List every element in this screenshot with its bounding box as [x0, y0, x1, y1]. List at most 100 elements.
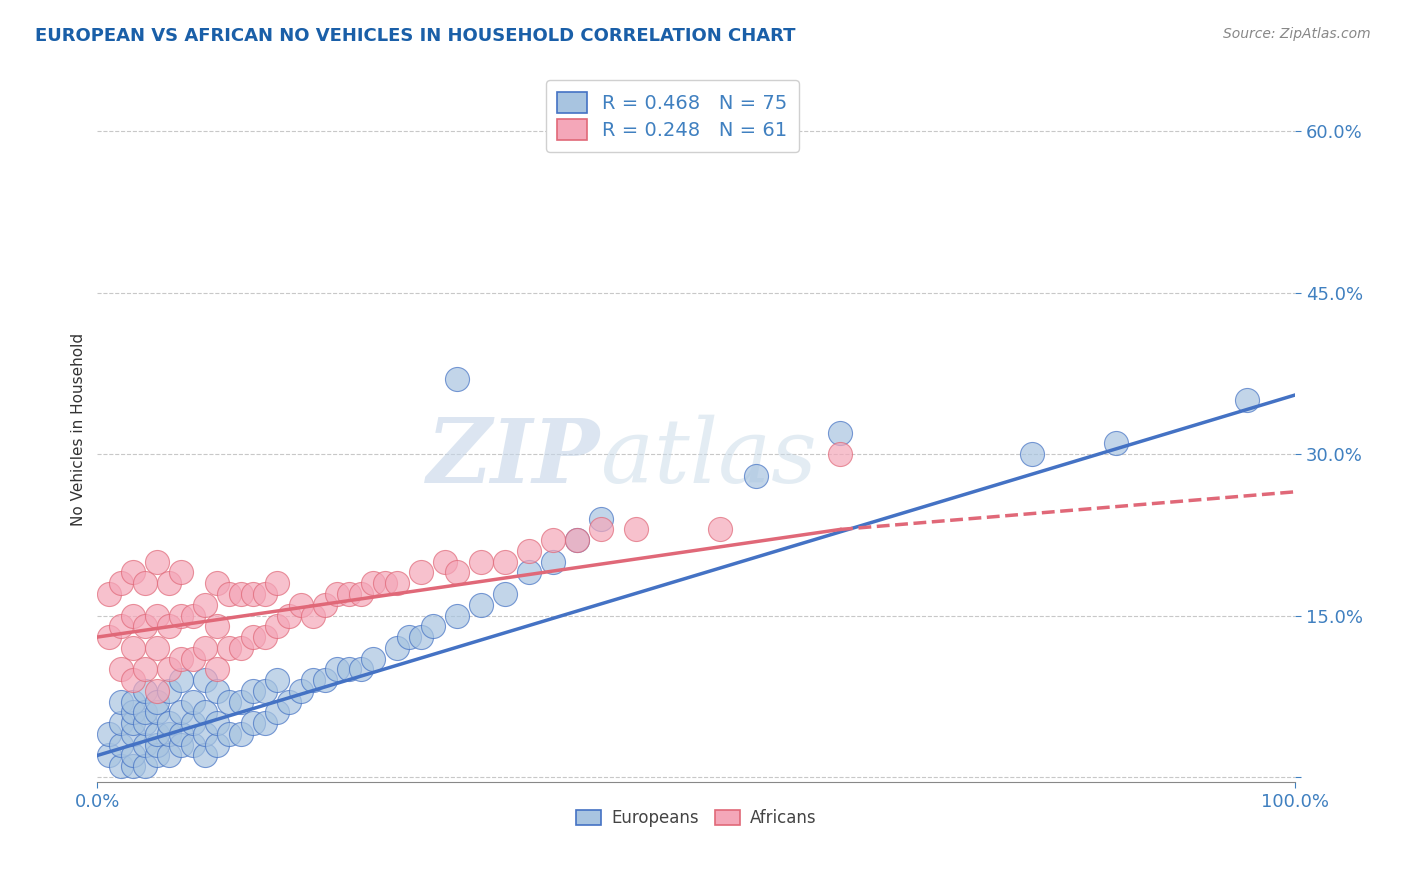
Point — [134, 619, 156, 633]
Point — [626, 523, 648, 537]
Point — [385, 640, 408, 655]
Point — [398, 630, 420, 644]
Point — [229, 727, 252, 741]
Point — [110, 738, 132, 752]
Point — [146, 695, 169, 709]
Point — [361, 576, 384, 591]
Point — [110, 576, 132, 591]
Point — [181, 716, 204, 731]
Point — [134, 738, 156, 752]
Point — [98, 748, 121, 763]
Legend: Europeans, Africans: Europeans, Africans — [569, 803, 824, 834]
Point — [122, 716, 145, 731]
Point — [122, 566, 145, 580]
Point — [194, 673, 217, 687]
Point — [409, 630, 432, 644]
Point — [218, 587, 240, 601]
Point — [218, 640, 240, 655]
Point — [194, 598, 217, 612]
Point — [157, 576, 180, 591]
Point — [229, 640, 252, 655]
Point — [446, 566, 468, 580]
Point — [205, 576, 228, 591]
Point — [205, 662, 228, 676]
Point — [266, 673, 288, 687]
Point — [242, 716, 264, 731]
Point — [494, 587, 516, 601]
Point — [1104, 436, 1126, 450]
Point — [709, 523, 731, 537]
Point — [134, 662, 156, 676]
Point — [110, 662, 132, 676]
Point — [146, 738, 169, 752]
Point — [205, 716, 228, 731]
Point — [146, 640, 169, 655]
Point — [134, 716, 156, 731]
Point — [242, 684, 264, 698]
Point — [122, 748, 145, 763]
Point — [170, 608, 193, 623]
Point — [254, 630, 277, 644]
Point — [134, 706, 156, 720]
Point — [170, 651, 193, 665]
Point — [181, 608, 204, 623]
Point — [122, 608, 145, 623]
Point — [350, 662, 373, 676]
Point — [494, 555, 516, 569]
Point — [205, 738, 228, 752]
Point — [205, 619, 228, 633]
Point — [194, 640, 217, 655]
Point — [229, 587, 252, 601]
Point — [361, 651, 384, 665]
Point — [181, 651, 204, 665]
Text: atlas: atlas — [600, 415, 817, 501]
Point — [110, 695, 132, 709]
Y-axis label: No Vehicles in Household: No Vehicles in Household — [72, 334, 86, 526]
Point — [541, 555, 564, 569]
Point — [181, 738, 204, 752]
Point — [314, 598, 336, 612]
Point — [830, 425, 852, 440]
Point — [122, 673, 145, 687]
Point — [98, 630, 121, 644]
Point — [98, 587, 121, 601]
Point — [110, 619, 132, 633]
Point — [266, 576, 288, 591]
Point — [194, 706, 217, 720]
Point — [314, 673, 336, 687]
Point — [157, 619, 180, 633]
Point — [565, 533, 588, 548]
Point — [1021, 447, 1043, 461]
Point — [205, 684, 228, 698]
Text: EUROPEAN VS AFRICAN NO VEHICLES IN HOUSEHOLD CORRELATION CHART: EUROPEAN VS AFRICAN NO VEHICLES IN HOUSE… — [35, 27, 796, 45]
Point — [134, 759, 156, 773]
Point — [302, 673, 325, 687]
Point — [470, 598, 492, 612]
Point — [565, 533, 588, 548]
Point — [181, 695, 204, 709]
Point — [290, 598, 312, 612]
Point — [122, 640, 145, 655]
Point — [541, 533, 564, 548]
Point — [385, 576, 408, 591]
Point — [242, 587, 264, 601]
Point — [122, 695, 145, 709]
Point — [290, 684, 312, 698]
Point — [134, 684, 156, 698]
Point — [446, 608, 468, 623]
Point — [146, 727, 169, 741]
Point — [745, 468, 768, 483]
Point — [433, 555, 456, 569]
Text: ZIP: ZIP — [427, 415, 600, 501]
Point — [374, 576, 396, 591]
Point — [157, 748, 180, 763]
Point — [266, 619, 288, 633]
Point — [254, 684, 277, 698]
Point — [589, 511, 612, 525]
Point — [146, 748, 169, 763]
Point — [302, 608, 325, 623]
Point — [830, 447, 852, 461]
Point — [134, 576, 156, 591]
Point — [470, 555, 492, 569]
Point — [194, 748, 217, 763]
